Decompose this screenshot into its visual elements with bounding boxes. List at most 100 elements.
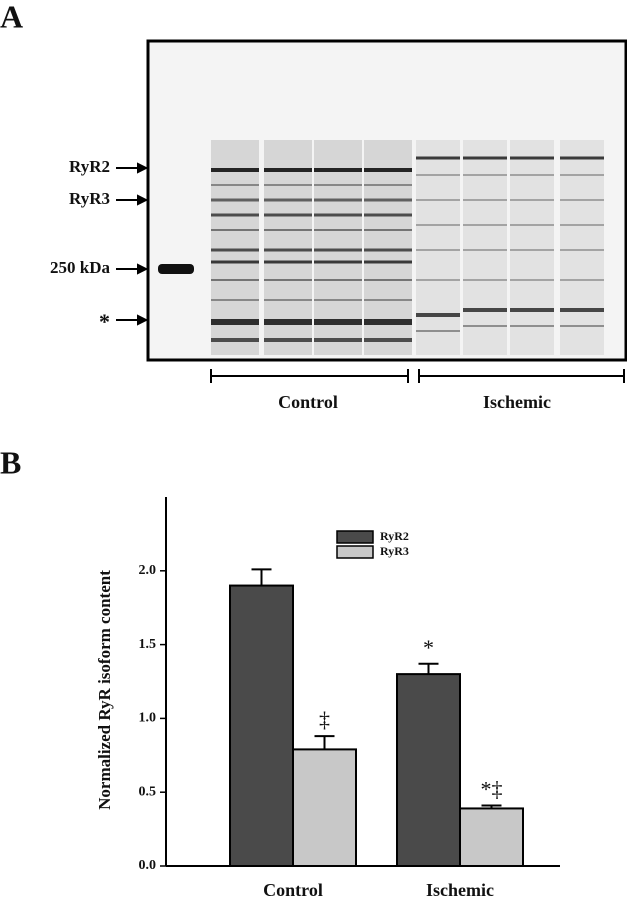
lane xyxy=(560,140,604,355)
legend-swatch xyxy=(336,530,374,544)
band xyxy=(560,308,604,312)
band xyxy=(211,260,259,264)
band xyxy=(314,198,362,202)
band xyxy=(463,279,507,281)
panel-label: B xyxy=(0,444,21,480)
band xyxy=(211,229,259,231)
band xyxy=(416,313,460,317)
bar xyxy=(459,807,524,867)
band xyxy=(416,330,460,332)
band xyxy=(510,249,554,251)
band xyxy=(463,174,507,176)
marker-label: * xyxy=(99,309,110,334)
band xyxy=(416,224,460,226)
band xyxy=(364,229,412,231)
band xyxy=(364,319,412,325)
y-tick-label: 0.0 xyxy=(139,858,157,873)
band xyxy=(211,213,259,217)
band xyxy=(364,213,412,217)
band xyxy=(314,184,362,186)
bar xyxy=(292,748,357,867)
band xyxy=(314,260,362,264)
y-tick-label: 1.5 xyxy=(139,637,157,652)
band xyxy=(264,260,312,264)
x-tick-label: Ischemic xyxy=(426,880,494,900)
band xyxy=(560,224,604,226)
panel-label: A xyxy=(0,0,23,34)
band xyxy=(510,174,554,176)
band xyxy=(211,279,259,281)
group-label: Ischemic xyxy=(483,392,551,412)
band xyxy=(264,279,312,281)
band xyxy=(416,249,460,251)
band xyxy=(264,229,312,231)
band xyxy=(416,174,460,176)
band xyxy=(510,308,554,312)
band xyxy=(560,279,604,281)
band xyxy=(560,249,604,251)
band xyxy=(364,248,412,252)
band xyxy=(416,279,460,281)
band xyxy=(314,168,362,172)
band xyxy=(314,248,362,252)
lane xyxy=(416,140,460,355)
ladder-band xyxy=(158,264,194,274)
band xyxy=(211,184,259,186)
band xyxy=(211,168,259,172)
band xyxy=(211,319,259,325)
band xyxy=(463,325,507,327)
band xyxy=(510,156,554,160)
band xyxy=(364,168,412,172)
band xyxy=(416,199,460,201)
band xyxy=(364,338,412,342)
band xyxy=(364,184,412,186)
group-label: Control xyxy=(278,392,338,412)
band xyxy=(510,199,554,201)
band xyxy=(510,279,554,281)
band xyxy=(560,199,604,201)
band xyxy=(314,279,362,281)
bar-chart: 0.0 0.5 1.0 1.5 2.0 Control ‡ Ischemic * *‡ RyR2Ry… xyxy=(139,497,560,900)
annotation: ‡ xyxy=(319,707,330,732)
band xyxy=(264,213,312,217)
band xyxy=(314,319,362,325)
band xyxy=(510,325,554,327)
y-tick-label: 1.0 xyxy=(139,711,157,726)
band xyxy=(211,338,259,342)
band xyxy=(560,325,604,327)
band xyxy=(560,174,604,176)
band xyxy=(364,198,412,202)
band xyxy=(314,299,362,301)
marker-label: RyR2 xyxy=(69,157,110,176)
band xyxy=(211,198,259,202)
y-axis-label: Normalized RyR isoform content xyxy=(95,570,114,810)
band xyxy=(264,319,312,325)
band xyxy=(314,229,362,231)
band xyxy=(463,199,507,201)
marker-label: RyR3 xyxy=(69,189,110,208)
legend-swatch xyxy=(336,545,374,559)
band xyxy=(364,299,412,301)
bar xyxy=(396,673,461,867)
lane xyxy=(463,140,507,355)
band xyxy=(264,338,312,342)
band xyxy=(560,156,604,160)
band xyxy=(264,184,312,186)
band xyxy=(264,248,312,252)
band xyxy=(463,249,507,251)
band xyxy=(463,224,507,226)
band xyxy=(510,224,554,226)
band xyxy=(463,156,507,160)
bar xyxy=(229,584,294,867)
blot-lanes xyxy=(158,140,604,355)
marker-label: 250 kDa xyxy=(50,258,110,277)
band xyxy=(364,279,412,281)
band xyxy=(264,198,312,202)
band xyxy=(314,338,362,342)
y-tick-label: 2.0 xyxy=(139,563,157,578)
band xyxy=(364,260,412,264)
y-tick-label: 0.5 xyxy=(139,784,157,799)
group-brackets xyxy=(210,369,625,383)
legend-label: RyR2 xyxy=(380,529,409,543)
